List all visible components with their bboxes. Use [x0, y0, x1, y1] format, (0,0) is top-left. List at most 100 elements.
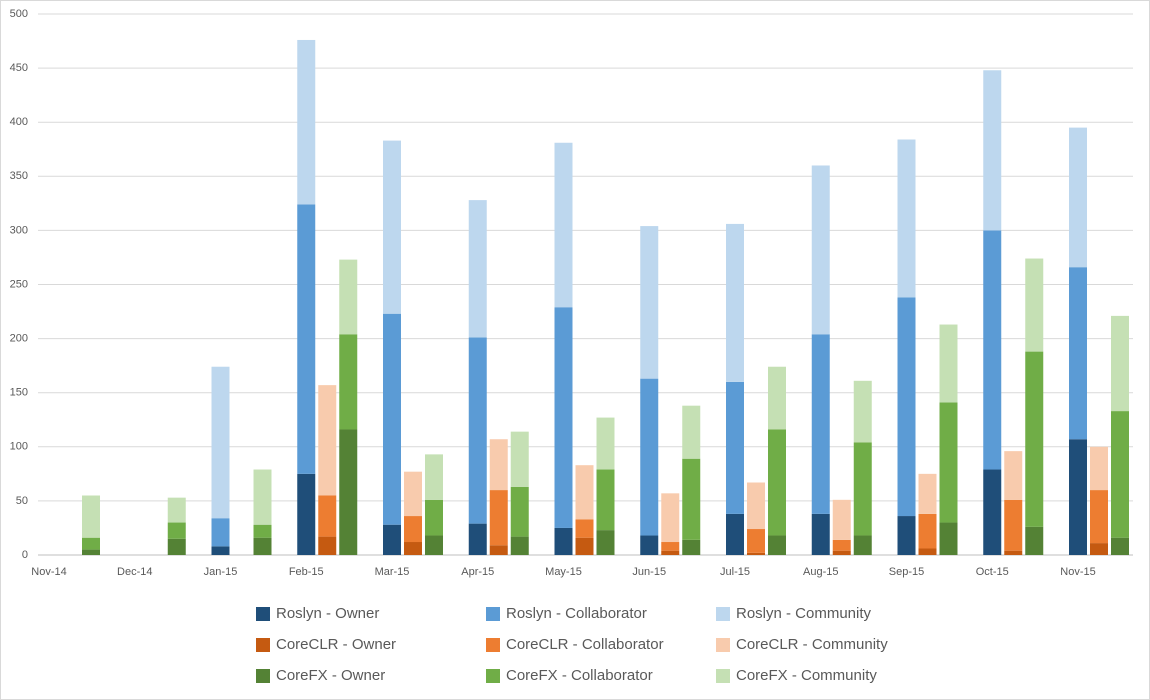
legend-swatch — [486, 669, 500, 683]
legend-swatch — [486, 638, 500, 652]
bar-segment — [404, 542, 422, 555]
x-tick-label: May-15 — [545, 566, 582, 578]
legend-swatch — [256, 607, 270, 621]
bar-segment — [596, 530, 615, 555]
legend-label: CoreFX - Community — [736, 667, 877, 684]
bar-segment — [747, 529, 765, 553]
bar-segment — [661, 550, 680, 555]
x-tick-label: Dec-14 — [117, 566, 152, 578]
bar-segment — [661, 493, 680, 543]
bar-segment — [1025, 526, 1044, 555]
legend-swatch — [716, 607, 730, 621]
bar-segment — [82, 549, 100, 555]
bar-segment — [1069, 127, 1087, 268]
y-tick-label: 300 — [10, 224, 28, 236]
legend-swatch — [716, 669, 730, 683]
x-tick-label: Oct-15 — [976, 566, 1009, 578]
x-tick-label: Sep-15 — [889, 566, 924, 578]
bar-segment — [747, 482, 765, 530]
bar-segment — [918, 548, 937, 555]
bar-segment — [510, 431, 529, 487]
bar-segment — [918, 513, 937, 549]
bar-segment — [853, 442, 872, 536]
bar-segment — [832, 550, 851, 555]
y-tick-label: 250 — [10, 278, 28, 290]
bar-segment — [1090, 490, 1108, 544]
bar-segment — [640, 535, 659, 555]
bar-segment — [575, 537, 594, 555]
bar-segment — [211, 518, 230, 547]
bar-segment — [682, 405, 701, 459]
bar-segment — [297, 204, 316, 474]
bar-segment — [897, 139, 916, 298]
bar-segment — [1069, 267, 1087, 440]
bar-segment — [640, 378, 659, 536]
bar-segment — [939, 402, 958, 523]
x-tick-label: Nov-14 — [31, 566, 66, 578]
bar-segment — [510, 486, 529, 537]
x-tick-label: Jun-15 — [632, 566, 666, 578]
x-tick-label: Jan-15 — [204, 566, 238, 578]
bar-segment — [468, 337, 487, 524]
bar-segment — [167, 538, 186, 555]
bar-segment — [983, 70, 1002, 231]
bar-segment — [404, 471, 422, 517]
bar-segment — [1111, 411, 1129, 538]
bar-segment — [918, 473, 937, 514]
bar-segment — [554, 142, 573, 308]
bar-segment — [811, 165, 830, 335]
bar-segment — [318, 385, 337, 496]
bar-segment — [661, 542, 680, 551]
bar-segment — [1111, 315, 1129, 412]
bar-segment — [682, 539, 701, 555]
bar-segment — [682, 458, 701, 540]
bar-segment — [297, 39, 316, 205]
bar-segment — [1090, 446, 1108, 491]
bar-segment — [318, 495, 337, 537]
bar-segment — [768, 429, 786, 536]
bar-segment — [832, 499, 851, 540]
legend-label: CoreCLR - Collaborator — [506, 636, 664, 653]
legend-swatch — [256, 669, 270, 683]
y-tick-label: 50 — [16, 495, 28, 507]
y-tick-label: 100 — [10, 441, 28, 453]
bar-segment — [596, 417, 615, 470]
bar-segment — [1004, 550, 1023, 555]
bar-segment — [1004, 499, 1023, 551]
bar-segment — [1025, 351, 1044, 527]
bar-segment — [318, 536, 337, 555]
bar-segment — [253, 537, 272, 555]
bar-segment — [554, 527, 573, 555]
bar-segment — [253, 524, 272, 538]
x-tick-label: Feb-15 — [289, 566, 324, 578]
y-tick-label: 500 — [10, 8, 28, 20]
y-tick-label: 450 — [10, 62, 28, 74]
bar-segment — [468, 523, 487, 555]
bar-segment — [489, 545, 508, 555]
legend-label: CoreFX - Collaborator — [506, 667, 653, 684]
bar-segment — [211, 546, 230, 555]
bar-segment — [939, 522, 958, 555]
legend-swatch — [256, 638, 270, 652]
bar-segment — [1069, 439, 1087, 555]
bar-segment — [211, 366, 230, 519]
bar-segment — [853, 535, 872, 555]
legend-label: CoreCLR - Community — [736, 636, 888, 653]
bar-segment — [726, 223, 744, 382]
bar-segment — [425, 535, 443, 555]
bar-segment — [489, 439, 508, 491]
y-tick-label: 350 — [10, 170, 28, 182]
legend-label: Roslyn - Owner — [276, 605, 379, 622]
bar-segment — [1090, 543, 1108, 555]
bar-segment — [575, 465, 594, 520]
bar-segment — [489, 490, 508, 546]
bar-segment — [339, 259, 358, 335]
bar-segment — [575, 519, 594, 538]
legend-label: CoreFX - Owner — [276, 667, 385, 684]
bar-segment — [811, 334, 830, 514]
bar-segment — [768, 366, 786, 430]
bar-segment — [897, 297, 916, 517]
